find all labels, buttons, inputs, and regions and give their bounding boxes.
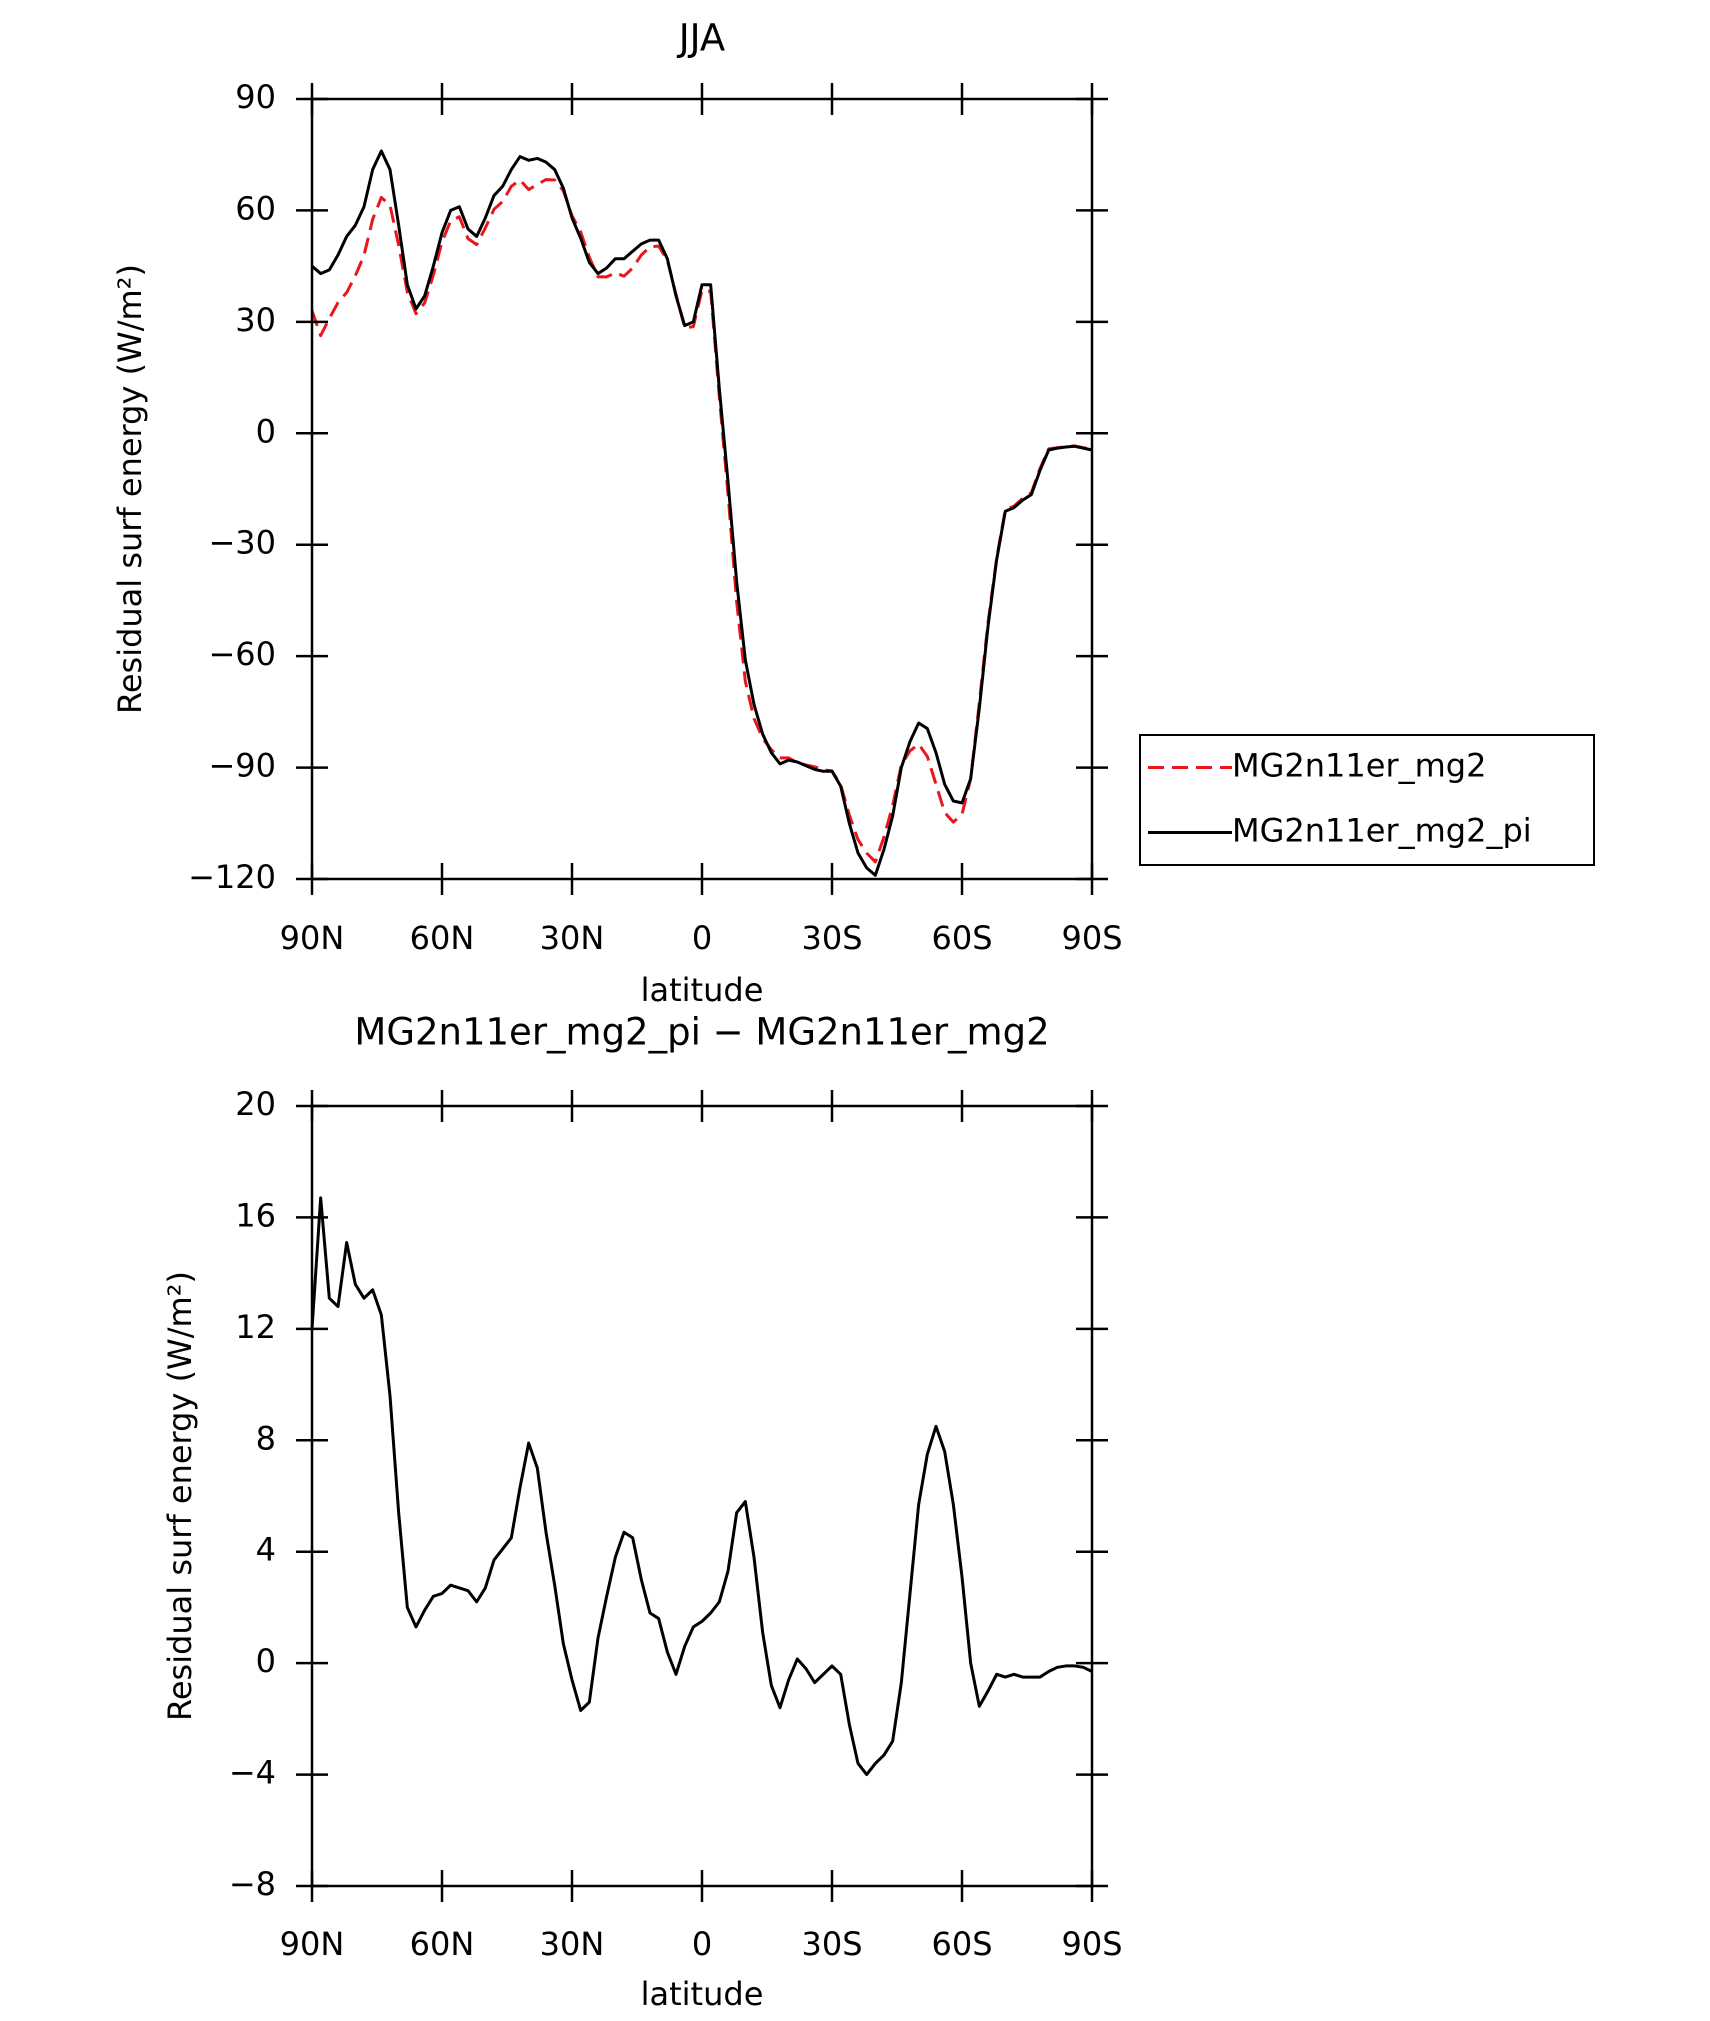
x-tick-label: 90S — [1061, 1925, 1122, 1963]
x-tick-label: 30N — [540, 919, 605, 957]
x-tick-label: 30N — [540, 1925, 605, 1963]
plot-frame — [310, 1104, 1094, 1888]
panel: JJA latitude Residual surf energy (W/m²) 90… — [111, 17, 1123, 1010]
legend-box — [1139, 734, 1595, 866]
y-tick-label: −4 — [229, 1754, 276, 1792]
y-tick-label: −120 — [188, 858, 276, 896]
x-tick-label: 0 — [692, 1925, 712, 1963]
y-tick-label: 30 — [235, 301, 276, 339]
x-tick-label: 90N — [280, 1925, 345, 1963]
panel: MG2n11er_mg2_pi − MG2n11er_mg2 latitude Re… — [161, 1011, 1123, 2014]
plot-frame — [310, 97, 1094, 881]
chart-title: JJA — [677, 17, 726, 60]
x-axis-label: latitude — [641, 971, 764, 1009]
legend-label: MG2n11er_mg2_pi — [1232, 812, 1532, 850]
y-tick-label: 0 — [256, 412, 276, 450]
y-tick-label: 12 — [235, 1308, 276, 1346]
y-tick-label: 4 — [256, 1531, 276, 1569]
x-tick-label: 30S — [801, 1925, 862, 1963]
y-axis-label: Residual surf energy (W/m²) — [161, 1271, 199, 1721]
x-tick-label: 0 — [692, 919, 712, 957]
y-axis-label: Residual surf energy (W/m²) — [111, 264, 149, 714]
x-tick-label: 60N — [410, 919, 475, 957]
y-tick-label: 0 — [256, 1642, 276, 1680]
legend-label: MG2n11er_mg2 — [1232, 747, 1486, 785]
y-tick-label: −60 — [208, 635, 276, 673]
x-axis-label: latitude — [641, 1975, 764, 2013]
y-tick-label: 90 — [235, 78, 276, 116]
data-line — [311, 149, 1093, 877]
y-tick-label: 60 — [235, 189, 276, 227]
x-tick-label: 30S — [801, 919, 862, 957]
y-tick-label: −30 — [208, 524, 276, 562]
x-tick-label: 90N — [280, 919, 345, 957]
x-tick-label: 90S — [1061, 919, 1122, 957]
chart-title: MG2n11er_mg2_pi − MG2n11er_mg2 — [354, 1011, 1049, 1054]
y-tick-label: 20 — [235, 1085, 276, 1123]
y-tick-label: −90 — [208, 747, 276, 785]
y-tick-label: −8 — [229, 1865, 276, 1903]
x-tick-label: 60S — [931, 919, 992, 957]
y-tick-label: 16 — [235, 1196, 276, 1234]
y-tick-label: 8 — [256, 1419, 276, 1457]
legend: MG2n11er_mg2 MG2n11er_mg2_pi — [1139, 734, 1595, 866]
data-line — [310, 1196, 1093, 1777]
x-tick-label: 60N — [410, 1925, 475, 1963]
x-tick-label: 60S — [931, 1925, 992, 1963]
